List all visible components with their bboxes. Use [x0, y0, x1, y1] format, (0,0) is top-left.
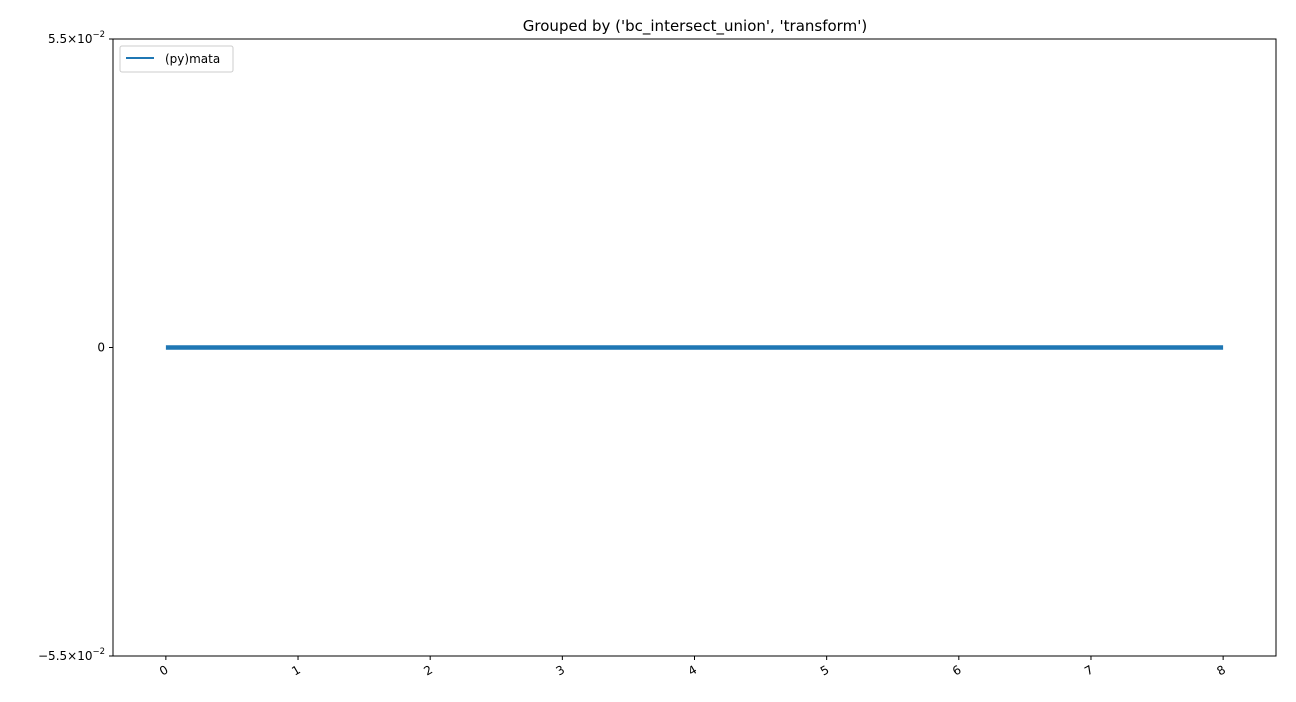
- legend[interactable]: (py)mata: [119, 45, 234, 73]
- legend-box: [119, 45, 234, 73]
- y-tick-label: −5.5×10−2: [38, 647, 105, 663]
- y-tick-label: 0: [97, 341, 105, 355]
- y-tick-label: 5.5×10−2: [48, 30, 105, 46]
- chart-title: Grouped by ('bc_intersect_union', 'trans…: [523, 17, 867, 36]
- y-axis: 5.5×10−2 0 −5.5×10−2: [38, 30, 113, 663]
- legend-label: (py)mata: [165, 52, 220, 66]
